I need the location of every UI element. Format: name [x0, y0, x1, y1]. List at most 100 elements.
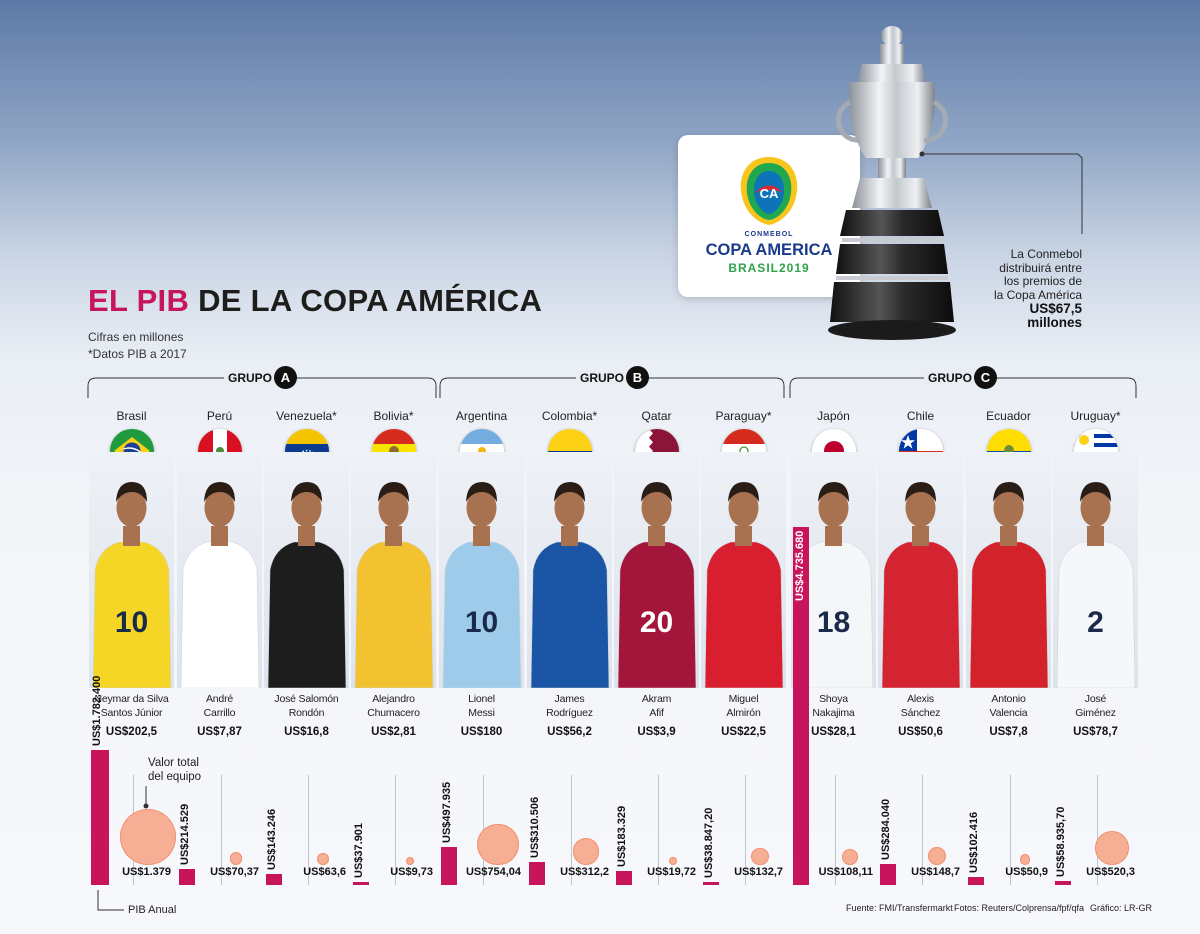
player-photo — [966, 452, 1051, 689]
country-column-argentina: Argentina 10 Lionel Messi US$180 US$497.935… — [438, 0, 525, 934]
player-name: Antonio Valencia — [989, 693, 1028, 719]
group-b-text: GRUPO — [576, 371, 629, 385]
pib-bar — [179, 869, 195, 885]
svg-text:18: 18 — [817, 606, 850, 639]
pib-bar — [703, 882, 719, 885]
player-value: US$28,1 — [811, 726, 856, 738]
team-value-label: US$9,73 — [390, 866, 433, 878]
player-photo — [264, 452, 349, 689]
player-photo: 10 — [439, 452, 524, 689]
country-name: Bolivia* — [373, 409, 414, 423]
column-divider — [570, 775, 572, 885]
prize-line-1: La Conmebol — [1010, 247, 1082, 261]
pib-legend: PIB Anual — [128, 904, 177, 916]
column-divider — [220, 775, 222, 885]
title-rest: DE LA COPA AMÉRICA — [198, 283, 543, 318]
country-column-chile: Chile Alexis Sánchez US$50,6 US$284.040 US$1… — [877, 0, 964, 934]
prize-line-4: la Copa América — [993, 287, 1082, 302]
group-b-letter: B — [626, 366, 649, 389]
country-column-qatar: Qatar 20 Akram Afif US$3,9 US$183.329 US$19,… — [613, 0, 700, 934]
country-column-brasil: Brasil 10 Neymar da Silva Santos Júnior US… — [88, 0, 176, 934]
prize-amount: US$67,5 — [1029, 301, 1082, 316]
title-highlight: EL PIB — [88, 283, 190, 318]
units-note: Cifras en millones — [88, 330, 184, 344]
brand-main: COPA AMERICA — [705, 241, 833, 259]
country-column-bolivia: Bolivia* Alejandro Chumacero US$2,81 US$37.… — [350, 0, 437, 934]
prize-text: La Conmebol distribuirá entre los premio… — [960, 247, 1082, 329]
country-name: Qatar — [641, 409, 672, 423]
player-photo: 2 — [1053, 452, 1138, 689]
team-value-bubble — [120, 809, 176, 865]
country-name: Perú — [206, 409, 233, 423]
player-silhouette-icon — [704, 482, 784, 689]
team-value-label: US$63,6 — [303, 866, 346, 878]
team-value-label: US$132,7 — [734, 866, 783, 878]
team-value-bubble — [229, 852, 243, 865]
photo-credit: Fotos: Reuters/Colprensa/fpf/qfa — [954, 903, 1085, 913]
prize-line-3: los premios de — [1003, 274, 1082, 288]
team-value-label: US$148,7 — [911, 866, 960, 878]
player-silhouette-icon — [354, 482, 434, 689]
team-value-bubble — [751, 847, 769, 865]
player-value: US$7,8 — [989, 726, 1028, 738]
team-value-label: US$19,72 — [647, 866, 696, 878]
player-name: Miguel Almirón — [726, 693, 761, 719]
svg-text:CA: CA — [760, 186, 779, 201]
team-value-legend-line-1: Valor total — [148, 757, 199, 769]
country-name: Brasil — [116, 409, 147, 423]
copa-america-trophy-icon — [828, 26, 956, 340]
column-divider — [834, 775, 836, 885]
player-name: Akram Afif — [641, 693, 672, 719]
team-value-label: US$520,3 — [1086, 866, 1135, 878]
player-silhouette-icon — [267, 482, 347, 689]
player-silhouette-icon — [180, 482, 260, 689]
player-value: US$2,81 — [371, 726, 416, 738]
country-name: Argentina — [455, 409, 508, 423]
player-silhouette-icon — [530, 482, 610, 689]
column-divider — [1096, 775, 1098, 885]
column-divider — [657, 775, 659, 885]
country-name: Colombia* — [541, 409, 598, 423]
pib-bar — [353, 882, 369, 885]
player-photo — [177, 452, 262, 689]
player-value: US$7,87 — [197, 726, 242, 738]
country-name: Ecuador — [986, 409, 1031, 423]
svg-text:20: 20 — [640, 606, 673, 639]
player-name: Lionel Messi — [468, 693, 495, 719]
country-column-uruguay: Uruguay* 2 José Giménez US$78,7 US$58.935,7… — [1052, 0, 1139, 934]
svg-text:10: 10 — [115, 606, 148, 639]
svg-text:10: 10 — [465, 606, 498, 639]
graphic-credit: Gráfico: LR-GR — [1090, 903, 1153, 913]
player-silhouette-icon — [881, 482, 961, 689]
team-value-label: US$108,11 — [818, 866, 873, 878]
country-name: Uruguay* — [1070, 409, 1121, 423]
player-silhouette-icon: 20 — [617, 482, 697, 689]
pib-bar — [880, 864, 896, 885]
group-c-text: GRUPO — [924, 371, 977, 385]
player-silhouette-icon: 10 — [442, 482, 522, 689]
brand-sub: BRASIL2019 — [728, 261, 810, 275]
team-value-label: US$50,9 — [1005, 866, 1048, 878]
column-divider — [307, 775, 309, 885]
player-value: US$56,2 — [547, 726, 592, 738]
player-name: Alexis Sánchez — [900, 693, 941, 719]
team-value-label: US$70,37 — [210, 866, 259, 878]
player-name: Shoya Nakajima — [812, 693, 855, 719]
player-value: US$22,5 — [721, 726, 766, 738]
team-value-label: US$312,2 — [560, 866, 609, 878]
team-value-bubble — [669, 857, 677, 865]
country-column-peru: Perú André Carrillo US$7,87 US$214.529 US$70… — [176, 0, 263, 934]
column-divider — [744, 775, 746, 885]
player-name: José Giménez — [1075, 693, 1116, 719]
pib-bar — [529, 862, 545, 885]
pib-bar — [91, 750, 109, 885]
player-name: James Rodríguez — [546, 693, 593, 719]
country-name: Venezuela* — [276, 409, 337, 423]
pib-bar — [1055, 881, 1071, 885]
player-silhouette-icon: 10 — [92, 482, 172, 689]
player-name: André Carrillo — [203, 693, 236, 719]
country-column-japon: Japón 18 Shoya Nakajima US$28,1 US$4.735.68… — [790, 0, 877, 934]
player-value: US$180 — [460, 726, 503, 738]
